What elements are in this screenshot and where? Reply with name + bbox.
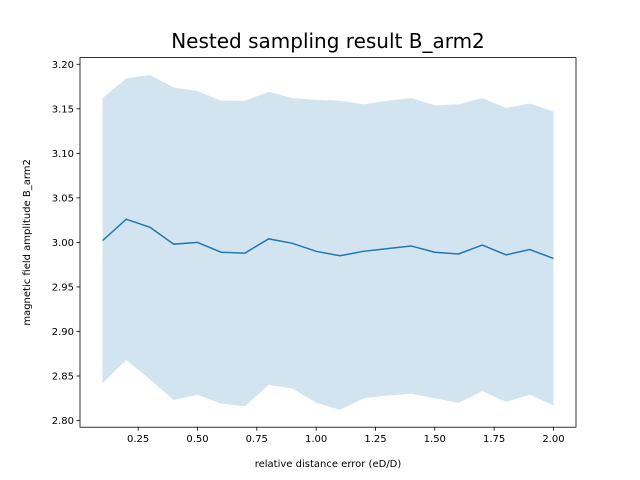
data-point [434,251,436,253]
data-point [149,226,151,228]
x-tick-label: 0.50 [186,434,208,445]
x-tick-label: 1.50 [424,434,446,445]
y-tick-label: 2.85 [52,371,74,382]
x-axis: 0.25 0.50 0.75 1.00 1.25 1.50 1.75 2.00 [127,427,565,445]
data-point [244,252,246,254]
data-point [339,255,341,257]
y-axis: 2.80 2.85 2.90 2.95 3.00 3.05 3.10 3.15 3.20 [52,60,80,427]
data-point [386,248,388,250]
data-point [196,241,198,243]
x-axis-label: relative distance error (eD/D) [255,459,402,470]
x-tick-label: 2.00 [542,434,564,445]
y-tick-label: 3.10 [52,149,74,160]
data-point [552,257,554,259]
data-point [173,243,175,245]
y-tick-label: 2.95 [52,282,74,293]
data-point [315,250,317,252]
data-point [458,253,460,255]
y-tick-label: 3.15 [52,104,74,115]
x-tick-label: 1.75 [483,434,505,445]
y-tick-label: 2.90 [52,327,74,338]
x-tick-label: 1.00 [305,434,327,445]
chart-title: Nested sampling result B_arm2 [171,29,485,53]
confidence-band [102,74,554,410]
x-tick-label: 1.25 [364,434,386,445]
y-tick-label: 2.80 [52,416,74,427]
x-tick-label: 0.25 [127,434,149,445]
data-point [220,251,222,253]
data-point [125,218,127,220]
data-point [268,238,270,240]
series-line [102,218,554,260]
axes-frame [79,57,577,428]
data-point [529,249,531,251]
y-tick-label: 3.20 [52,60,74,71]
y-tick-label: 3.05 [52,193,74,204]
data-point [102,240,104,242]
data-point [291,242,293,244]
y-axis-label: magnetic field amplitude B_arm2 [22,159,33,326]
x-tick-label: 0.75 [246,434,268,445]
data-point [481,244,483,246]
plot-area [102,74,554,410]
data-point [363,250,365,252]
y-tick-label: 3.00 [52,238,74,249]
data-point [505,254,507,256]
data-point [410,245,412,247]
